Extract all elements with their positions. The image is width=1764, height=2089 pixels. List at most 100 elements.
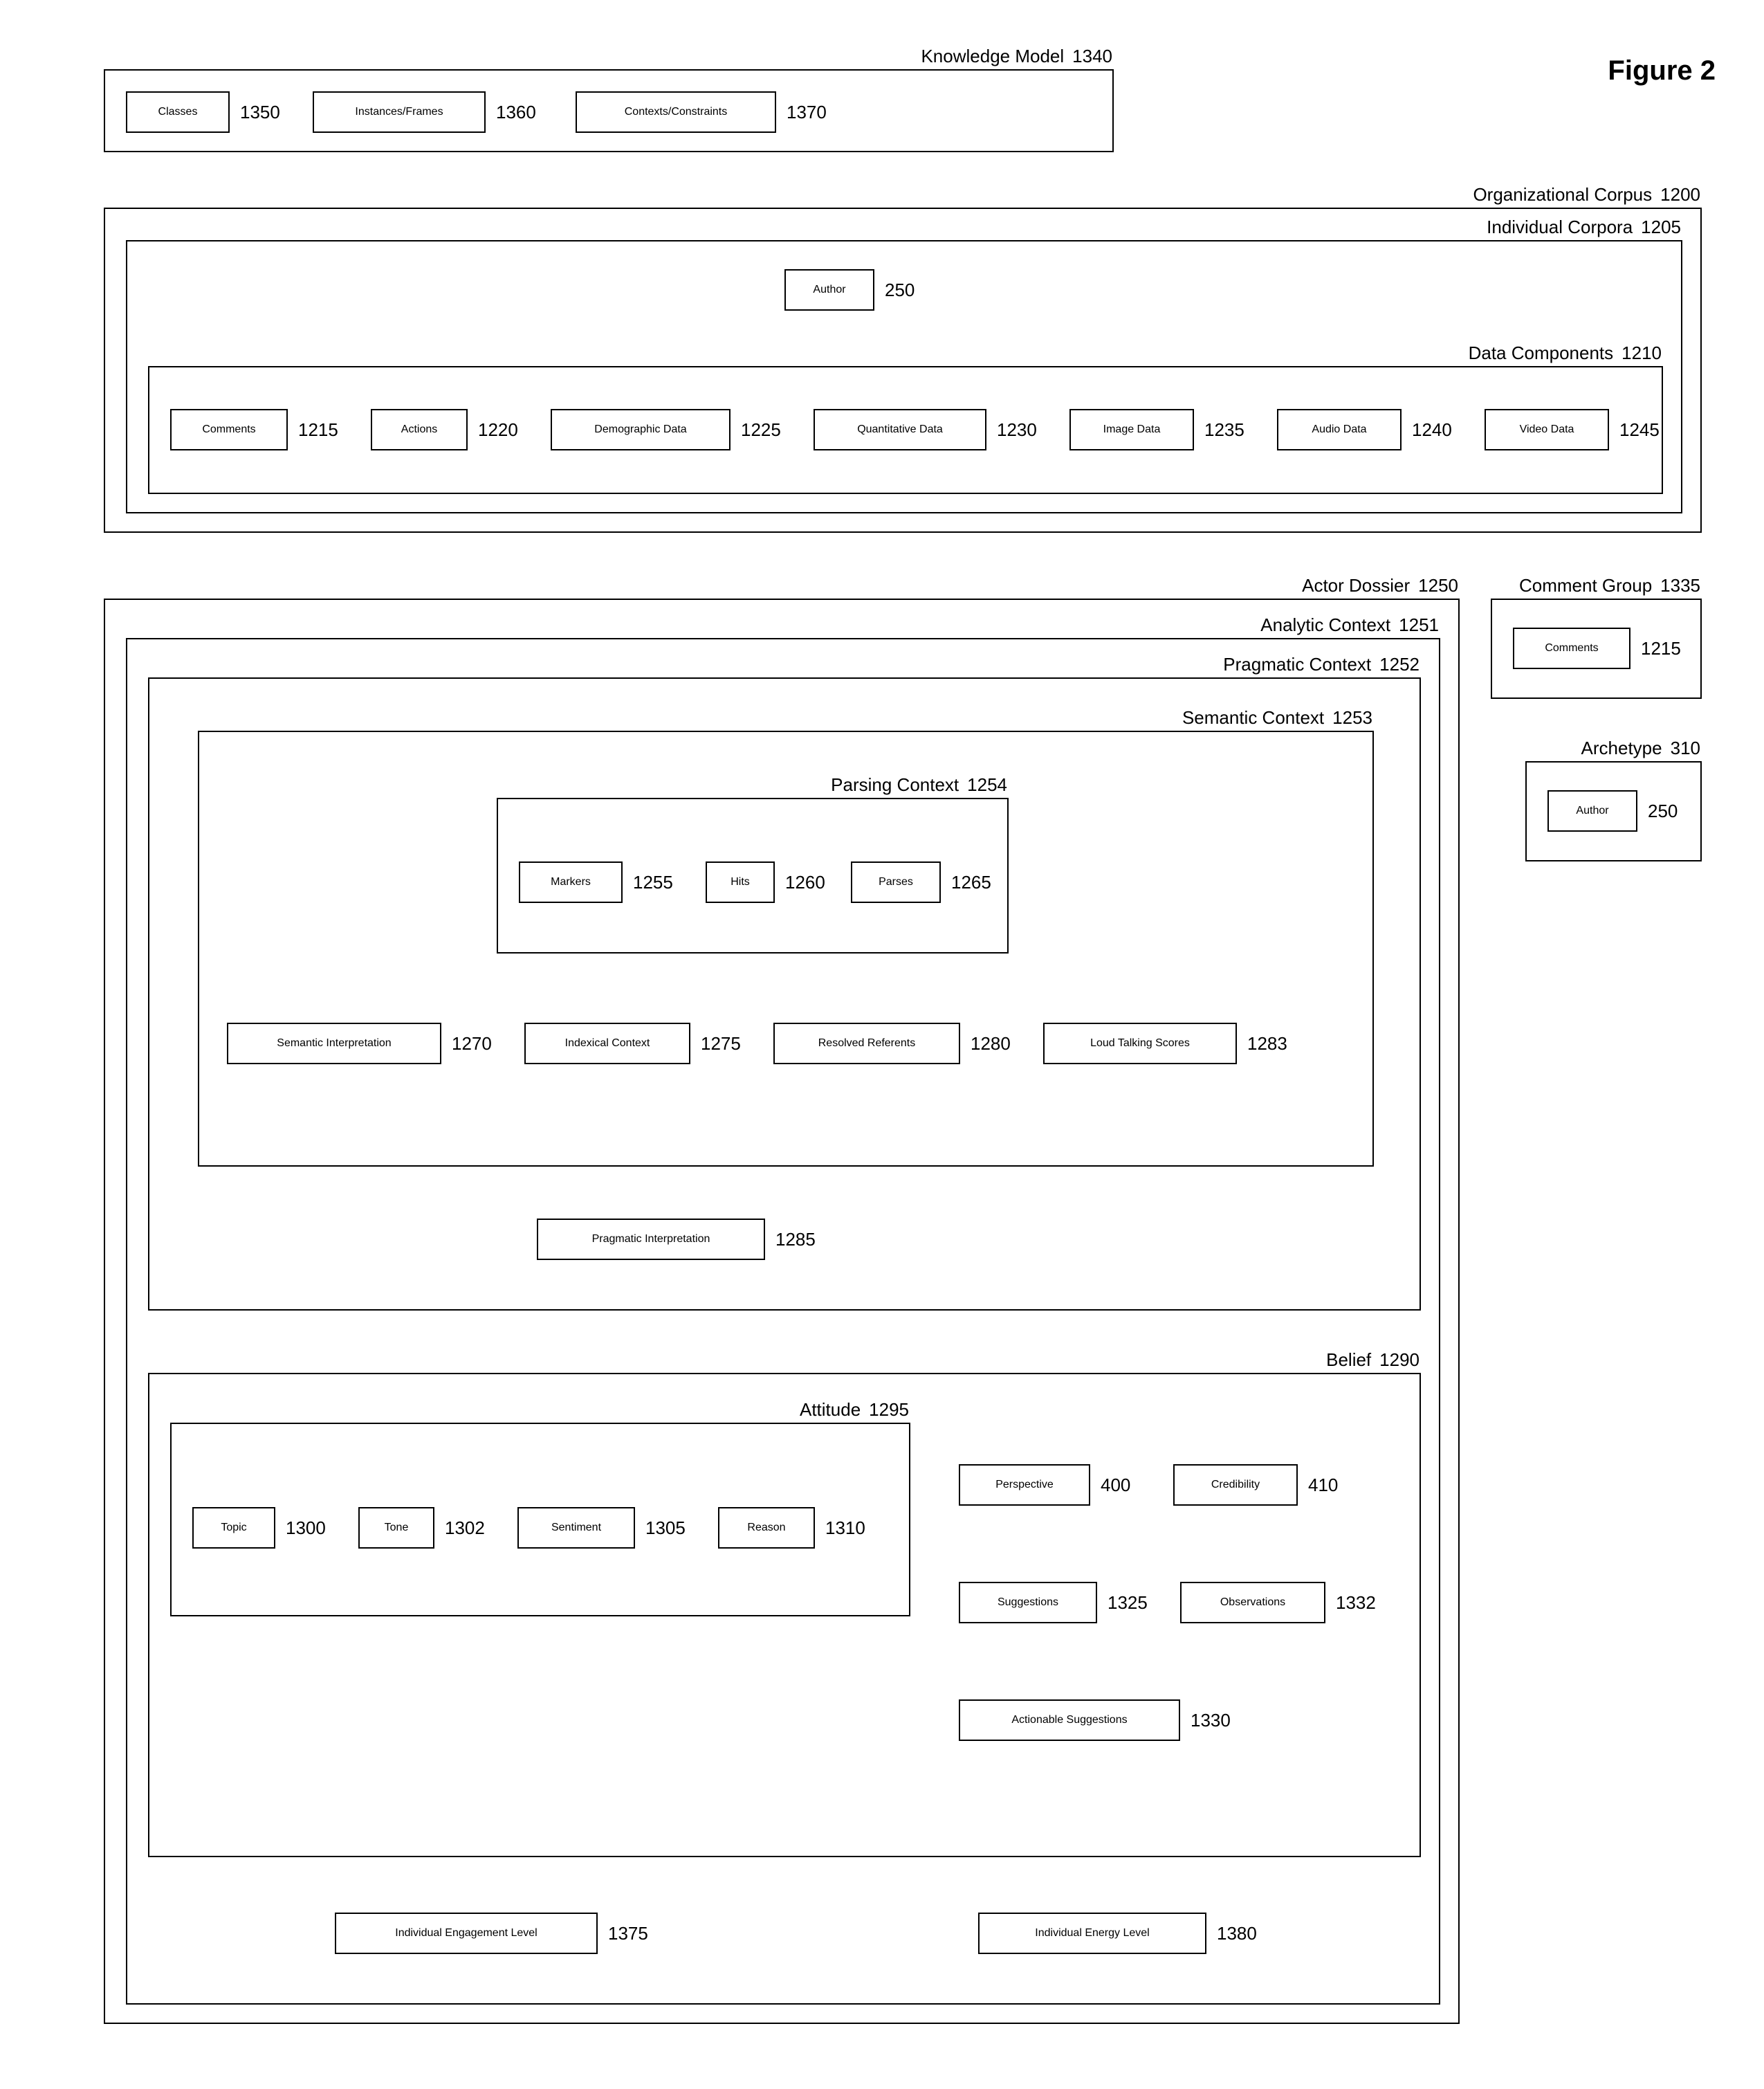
markers-box: Markers <box>519 861 623 903</box>
cg-label: Comment Group <box>1519 575 1652 596</box>
belief-num: 1290 <box>1379 1349 1420 1371</box>
topic-num: 1300 <box>286 1517 326 1539</box>
author-box: Author <box>784 269 874 311</box>
reason-label: Reason <box>747 1522 785 1534</box>
prag-interp-box: Pragmatic Interpretation <box>537 1219 765 1260</box>
parsec-num: 1254 <box>967 774 1007 796</box>
cg-comments-label: Comments <box>1545 642 1598 655</box>
markers-num: 1255 <box>633 872 673 893</box>
pragmatic-context: Pragmatic Context 1252 Semantic Context … <box>148 677 1421 1311</box>
image-box: Image Data <box>1069 409 1194 450</box>
ad-label: Actor Dossier <box>1302 575 1410 596</box>
sentiment-box: Sentiment <box>517 1507 635 1549</box>
reason-box: Reason <box>718 1507 815 1549</box>
individual-corpora: Individual Corpora 1205 Author 250 Data … <box>126 240 1682 513</box>
comments-label: Comments <box>202 423 255 436</box>
belief: Belief 1290 Attitude 1295 Topic 1300 Ton… <box>148 1373 1421 1857</box>
tone-box: Tone <box>358 1507 434 1549</box>
demo-label: Demographic Data <box>594 423 686 436</box>
reason-num: 1310 <box>825 1517 865 1539</box>
org-corpus-label: Organizational Corpus <box>1473 184 1652 206</box>
archetype: Archetype 310 Author 250 <box>1525 761 1702 861</box>
quant-label: Quantitative Data <box>857 423 943 436</box>
actions-label: Actions <box>401 423 437 436</box>
video-num: 1245 <box>1619 419 1660 441</box>
topic-label: Topic <box>221 1522 246 1534</box>
credibility-num: 410 <box>1308 1475 1338 1496</box>
topic-box: Topic <box>192 1507 275 1549</box>
cg-comments-box: Comments <box>1513 628 1630 669</box>
sem-interp-num: 1270 <box>452 1033 492 1055</box>
actionable-label: Actionable Suggestions <box>1011 1714 1127 1726</box>
parsing-context: Parsing Context 1254 Markers 1255 Hits 1… <box>497 798 1009 954</box>
parsec-label: Parsing Context <box>831 774 959 796</box>
engagement-label: Individual Engagement Level <box>395 1927 537 1940</box>
sentiment-label: Sentiment <box>551 1522 601 1534</box>
indexical-num: 1275 <box>701 1033 741 1055</box>
arch-author-box: Author <box>1547 790 1637 832</box>
figure-title: Figure 2 <box>1608 55 1716 86</box>
tone-num: 1302 <box>445 1517 485 1539</box>
resolved-box: Resolved Referents <box>773 1023 960 1064</box>
author-label: Author <box>813 284 845 296</box>
org-corpus-num: 1200 <box>1660 184 1700 206</box>
classes-num: 1350 <box>240 102 280 123</box>
image-label: Image Data <box>1103 423 1161 436</box>
prag-interp-label: Pragmatic Interpretation <box>592 1233 710 1246</box>
instances-box: Instances/Frames <box>313 91 486 133</box>
sem-interp-box: Semantic Interpretation <box>227 1023 441 1064</box>
arch-num: 310 <box>1671 738 1700 759</box>
comments-num: 1215 <box>298 419 338 441</box>
tone-label: Tone <box>385 1522 409 1534</box>
classes-label: Classes <box>158 106 198 118</box>
loud-box: Loud Talking Scores <box>1043 1023 1237 1064</box>
perspective-num: 400 <box>1101 1475 1130 1496</box>
actionable-num: 1330 <box>1191 1710 1231 1731</box>
sentiment-num: 1305 <box>645 1517 686 1539</box>
observations-num: 1332 <box>1336 1592 1376 1614</box>
semantic-context: Semantic Context 1253 Parsing Context 12… <box>198 731 1374 1167</box>
dc-num: 1210 <box>1621 343 1662 364</box>
parses-num: 1265 <box>951 872 991 893</box>
contexts-num: 1370 <box>787 102 827 123</box>
contexts-label: Contexts/Constraints <box>625 106 728 118</box>
km-num: 1340 <box>1072 46 1112 67</box>
actions-box: Actions <box>371 409 468 450</box>
perspective-box: Perspective <box>959 1464 1090 1506</box>
engagement-num: 1375 <box>608 1923 648 1944</box>
analytic-context: Analytic Context 1251 Pragmatic Context … <box>126 638 1440 2005</box>
resolved-num: 1280 <box>971 1033 1011 1055</box>
comment-group: Comment Group 1335 Comments 1215 <box>1491 599 1702 699</box>
belief-label: Belief <box>1326 1349 1371 1371</box>
contexts-box: Contexts/Constraints <box>576 91 776 133</box>
cg-num: 1335 <box>1660 575 1700 596</box>
suggestions-box: Suggestions <box>959 1582 1097 1623</box>
parses-box: Parses <box>851 861 941 903</box>
sem-interp-label: Semantic Interpretation <box>277 1037 391 1050</box>
video-label: Video Data <box>1520 423 1574 436</box>
sc-num: 1253 <box>1332 707 1372 729</box>
km-label: Knowledge Model <box>921 46 1064 67</box>
comments-box: Comments <box>170 409 288 450</box>
parses-label: Parses <box>879 876 913 888</box>
credibility-box: Credibility <box>1173 1464 1298 1506</box>
pc-num: 1252 <box>1379 654 1420 675</box>
sc-label: Semantic Context <box>1182 707 1324 729</box>
hits-box: Hits <box>706 861 775 903</box>
arch-label: Archetype <box>1581 738 1662 759</box>
attitude: Attitude 1295 Topic 1300 Tone 1302 Senti… <box>170 1423 910 1616</box>
energy-num: 1380 <box>1217 1923 1257 1944</box>
loud-label: Loud Talking Scores <box>1090 1037 1190 1050</box>
instances-label: Instances/Frames <box>355 106 443 118</box>
data-components: Data Components 1210 Comments 1215 Actio… <box>148 366 1663 494</box>
dc-label: Data Components <box>1469 343 1614 364</box>
arch-author-num: 250 <box>1648 801 1678 822</box>
video-box: Video Data <box>1485 409 1609 450</box>
classes-box: Classes <box>126 91 230 133</box>
indexical-label: Indexical Context <box>565 1037 650 1050</box>
demo-num: 1225 <box>741 419 781 441</box>
audio-box: Audio Data <box>1277 409 1402 450</box>
observations-box: Observations <box>1180 1582 1325 1623</box>
energy-label: Individual Energy Level <box>1035 1927 1149 1940</box>
hits-num: 1260 <box>785 872 825 893</box>
